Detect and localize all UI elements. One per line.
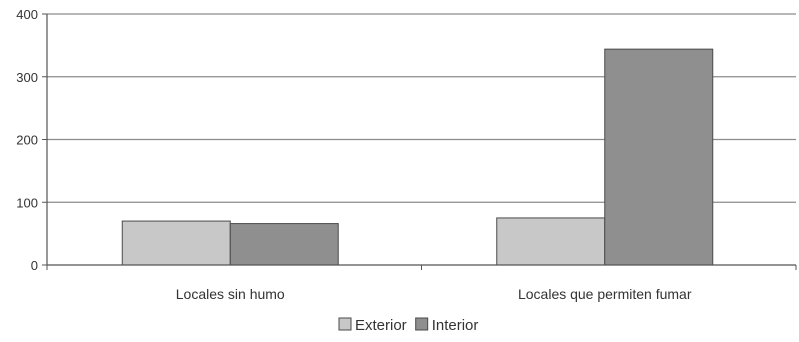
- legend: Exterior Interior: [338, 317, 479, 334]
- x-category-label-1: Locales sin humo: [176, 286, 285, 302]
- bars: [121, 48, 714, 266]
- legend-label-interior: Interior: [432, 317, 479, 334]
- y-tick-label-200: 200: [16, 133, 38, 148]
- bar-interior-2: [604, 48, 714, 266]
- legend-swatch-exterior: [338, 317, 352, 331]
- bar-exterior-2: [496, 217, 606, 266]
- y-axis: 0 100 200 300 400: [16, 7, 48, 273]
- y-tick-label-100: 100: [16, 195, 38, 210]
- x-category-label-2: Locales que permiten fumar: [518, 286, 692, 302]
- x-axis: Locales sin humo Locales que permiten fum…: [46, 264, 797, 302]
- y-tick-label-400: 400: [16, 7, 38, 22]
- bar-exterior-1: [121, 220, 231, 266]
- y-tick-label-300: 300: [16, 70, 38, 85]
- bar-interior-1: [229, 223, 339, 266]
- y-tick-label-0: 0: [31, 258, 38, 273]
- legend-label-exterior: Exterior: [355, 317, 407, 334]
- legend-swatch-interior: [415, 317, 429, 331]
